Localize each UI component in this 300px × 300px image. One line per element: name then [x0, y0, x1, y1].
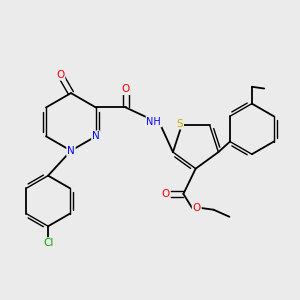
- Text: Cl: Cl: [43, 238, 53, 248]
- Text: O: O: [162, 189, 170, 199]
- Text: N: N: [92, 131, 100, 141]
- Text: S: S: [177, 118, 183, 129]
- Text: O: O: [122, 84, 130, 94]
- Text: O: O: [56, 70, 64, 80]
- Text: NH: NH: [146, 116, 161, 127]
- Text: O: O: [193, 203, 201, 213]
- Text: N: N: [67, 146, 75, 156]
